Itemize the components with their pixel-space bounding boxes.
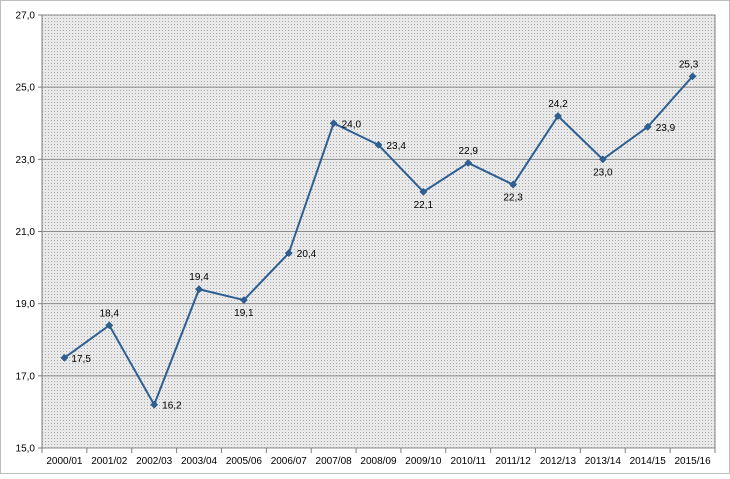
series-group: 17,5 18,4 16,2 19,4 19,1 20,4 24,0 23,4 22,1 22,9… bbox=[60, 59, 699, 412]
y-tick-label: 19,0 bbox=[16, 299, 36, 310]
x-tick-label: 2006/07 bbox=[271, 456, 308, 467]
x-tick-label: 2003/04 bbox=[181, 456, 218, 467]
data-label: 22,3 bbox=[503, 193, 523, 204]
data-point bbox=[60, 353, 69, 362]
x-tick-label: 2010/11 bbox=[451, 456, 487, 467]
data-label: 23,9 bbox=[656, 123, 676, 134]
data-label: 24,2 bbox=[548, 99, 568, 110]
y-axis: 15,0 17,0 19,0 21,0 23,0 25,0 27,0 bbox=[16, 11, 42, 455]
x-tick-label: 2015/16 bbox=[674, 456, 711, 467]
data-label: 17,5 bbox=[71, 354, 91, 365]
x-axis: 2000/01 2001/02 2002/03 2003/04 2005/06 2006/… bbox=[41, 448, 716, 467]
data-label: 19,4 bbox=[189, 272, 209, 283]
data-point bbox=[419, 187, 428, 196]
data-label: 18,4 bbox=[100, 308, 120, 319]
data-point bbox=[150, 400, 159, 409]
data-point bbox=[509, 180, 518, 189]
data-point bbox=[598, 155, 607, 164]
data-point bbox=[643, 122, 652, 131]
y-tick-label: 21,0 bbox=[16, 227, 36, 238]
x-tick-label: 2008/09 bbox=[360, 456, 397, 467]
data-point bbox=[284, 249, 293, 258]
x-tick-label: 2000/01 bbox=[46, 456, 83, 467]
data-point bbox=[464, 158, 473, 167]
x-tick-label: 2013/14 bbox=[585, 456, 622, 467]
x-tick-label: 2002/03 bbox=[136, 456, 173, 467]
x-tick-label: 2007/08 bbox=[316, 456, 353, 467]
data-label: 23,0 bbox=[593, 167, 613, 178]
x-tick-label: 2001/02 bbox=[91, 456, 128, 467]
data-label: 16,2 bbox=[162, 401, 182, 412]
data-point bbox=[239, 296, 248, 305]
x-tick-label: 2005/06 bbox=[226, 456, 263, 467]
y-tick-label: 23,0 bbox=[16, 155, 36, 166]
x-tick-label: 2009/10 bbox=[405, 456, 442, 467]
data-point bbox=[688, 72, 697, 81]
data-point bbox=[105, 321, 114, 330]
data-point bbox=[195, 285, 203, 294]
data-label: 19,1 bbox=[234, 308, 254, 319]
data-label: 20,4 bbox=[297, 249, 317, 260]
y-tick-label: 15,0 bbox=[16, 444, 36, 455]
data-label: 22,1 bbox=[414, 200, 434, 211]
data-label: 22,9 bbox=[458, 146, 478, 157]
y-tick-label: 27,0 bbox=[16, 11, 36, 22]
data-point bbox=[329, 119, 338, 128]
x-tick-label: 2012/13 bbox=[540, 456, 577, 467]
data-point bbox=[554, 112, 562, 120]
x-tick-label: 2014/15 bbox=[630, 456, 667, 467]
data-point bbox=[374, 140, 383, 149]
y-tick-label: 25,0 bbox=[16, 83, 36, 94]
data-label: 25,3 bbox=[679, 59, 699, 70]
x-tick-label: 2011/12 bbox=[495, 456, 531, 467]
data-label: 23,4 bbox=[387, 141, 407, 152]
data-label: 24,0 bbox=[342, 119, 362, 130]
y-tick-label: 17,0 bbox=[16, 371, 36, 382]
